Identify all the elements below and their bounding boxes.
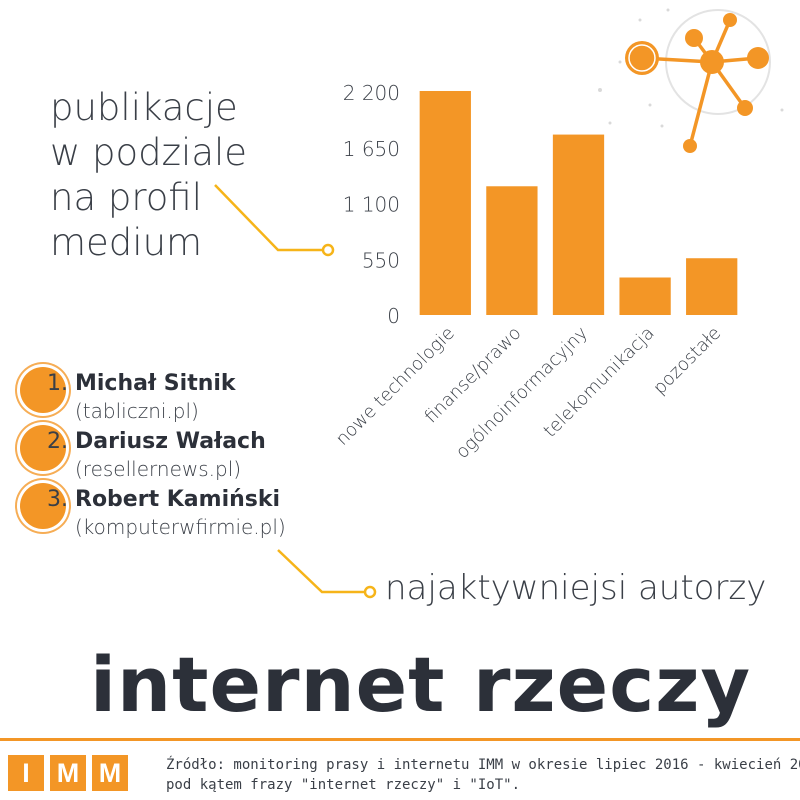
y-tick-label: 1 650: [343, 137, 400, 161]
author-rank: 2.: [47, 429, 68, 454]
chart-title-line: publikacje: [50, 86, 238, 129]
bar: [419, 90, 471, 316]
author-site: (komputerwfirmie.pl): [75, 515, 286, 539]
author-name: Dariusz Wałach: [75, 429, 266, 454]
bar: [552, 134, 605, 315]
y-tick-label: 1 100: [343, 193, 400, 217]
author-site: (resellernews.pl): [75, 457, 242, 481]
y-tick-label: 550: [362, 248, 400, 272]
chart-title: publikacje w podziale na profil medium: [50, 85, 247, 265]
y-tick-label: 2 200: [343, 81, 400, 105]
logo-letter: M: [50, 755, 86, 791]
logo-letter: I: [8, 755, 44, 791]
author-site: (tablicznі.pl): [75, 399, 199, 423]
y-tick-label: 0: [387, 304, 400, 328]
authors-caption: najaktywniejsi autorzy: [385, 568, 767, 608]
bar: [686, 258, 738, 315]
author-badge: [20, 483, 66, 529]
source-note: Źródło: monitoring prasy i internetu IMM…: [166, 755, 800, 795]
author-badge: [20, 425, 66, 471]
source-line: pod kątem frazy "internet rzeczy" i "IoT…: [166, 777, 521, 793]
bar: [619, 277, 671, 315]
imm-logo: I M M: [8, 755, 128, 791]
author-rank: 1.: [47, 371, 68, 396]
chart-title-line: medium: [50, 221, 203, 264]
footer-divider: [0, 738, 800, 741]
author-name: Michał Sitnik: [75, 371, 236, 396]
headline: internet rzeczy: [90, 640, 752, 729]
bar: [486, 186, 538, 315]
logo-letter: M: [92, 755, 128, 791]
chart-title-line: w podziale: [50, 131, 248, 174]
author-badge: [20, 367, 66, 413]
author-rank: 3.: [47, 487, 68, 512]
author-name: Robert Kamiński: [75, 487, 281, 512]
source-line: Źródło: monitoring prasy i internetu IMM…: [166, 757, 800, 773]
chart-title-line: na profil: [50, 176, 202, 219]
